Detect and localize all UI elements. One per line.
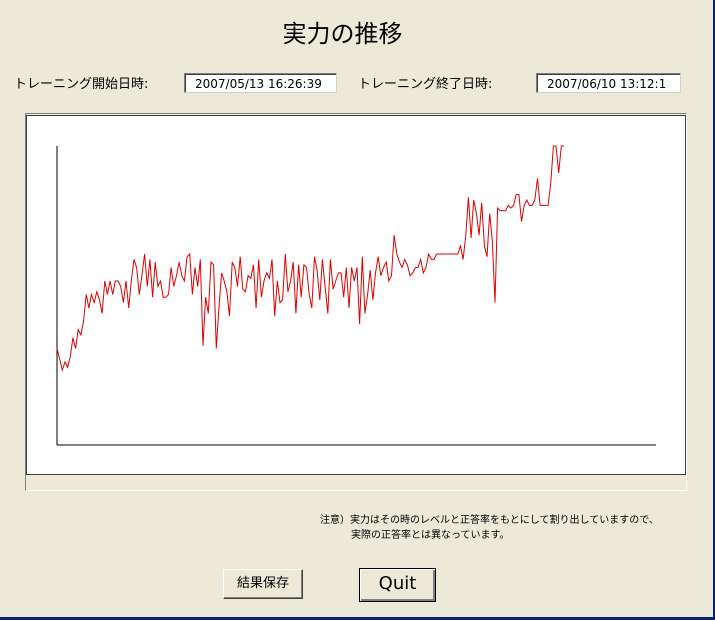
series-line	[56, 145, 564, 372]
quit-button[interactable]: Quit	[359, 568, 436, 602]
note-line-1: 注意）実力はその時のレベルと正答率をもとにして割り出していますので、	[320, 515, 659, 526]
note-line-2: 実際の正答率とは異なっています。	[351, 530, 510, 541]
end-time-label: トレーニング終了日時:	[358, 77, 493, 92]
window-frame-right	[713, 0, 715, 620]
start-time-field[interactable]: 2007/05/13 16:26:39	[184, 73, 337, 93]
note-text: 注意）実力はその時のレベルと正答率をもとにして割り出していますので、 実際の正答…	[320, 513, 659, 543]
chart-panel	[25, 113, 687, 491]
save-results-button[interactable]: 結果保存	[223, 569, 303, 599]
start-time-label: トレーニング開始日時:	[14, 77, 149, 92]
progress-chart	[56, 145, 656, 446]
window-frame-bottom	[0, 617, 715, 620]
page-title: 実力の推移	[282, 20, 403, 48]
chart-area	[26, 115, 686, 475]
end-time-field[interactable]: 2007/06/10 13:12:1	[536, 73, 681, 93]
